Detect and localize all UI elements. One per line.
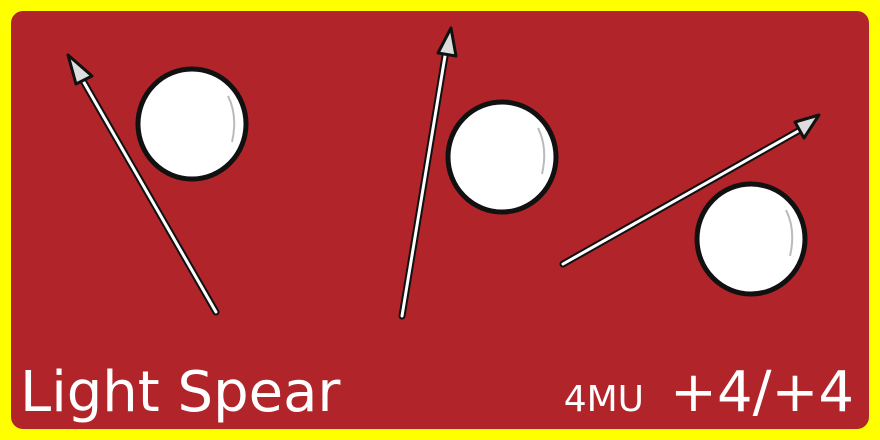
spear-icon [559, 113, 821, 268]
card-cost: 4MU [563, 379, 645, 420]
card-stats: 4MU +4/+4 [564, 358, 854, 428]
card-title: Light Spear [20, 360, 341, 425]
ball-icon [135, 66, 249, 182]
spear-icon [66, 53, 220, 316]
ball-icon [694, 181, 808, 297]
card-modifier: +4/+4 [670, 360, 854, 425]
spear-icon [398, 26, 458, 320]
ball-icon [445, 99, 559, 215]
